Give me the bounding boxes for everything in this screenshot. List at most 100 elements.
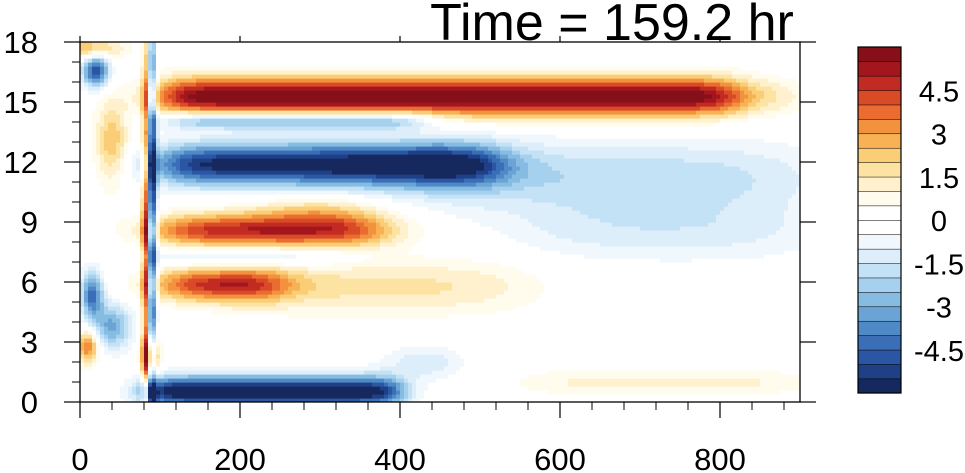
contour-cell (156, 282, 161, 287)
contour-cell (132, 134, 141, 139)
contour-cell (164, 162, 173, 167)
contour-cell (796, 190, 800, 195)
contour-cell (704, 98, 717, 103)
contour-cell (516, 162, 529, 167)
contour-cell (132, 94, 141, 99)
contour-cell (496, 174, 505, 179)
contour-cell (80, 162, 97, 167)
contour-cell (144, 370, 149, 375)
colorbar-swatch (857, 190, 902, 207)
contour-cell (156, 254, 161, 259)
contour-cell (288, 278, 297, 283)
contour-cell (156, 370, 161, 375)
contour-cell (160, 246, 169, 251)
contour-cell (480, 154, 489, 159)
contour-cell (528, 174, 565, 179)
contour-cell (148, 86, 153, 91)
contour-cell (132, 50, 141, 55)
contour-cell (148, 74, 153, 79)
contour-cell (140, 226, 145, 231)
contour-cell (544, 290, 800, 295)
contour-cell (136, 234, 141, 239)
contour-cell (112, 78, 133, 83)
contour-cell (112, 90, 137, 95)
contour-cell (136, 310, 141, 315)
contour-cell (104, 330, 121, 335)
contour-cell (108, 70, 113, 75)
contour-cell (376, 218, 385, 223)
contour-cell (136, 178, 141, 183)
contour-cell (512, 142, 545, 147)
contour-cell (80, 306, 85, 311)
contour-cell (156, 102, 161, 107)
contour-cell (116, 190, 141, 195)
contour-cell (400, 210, 445, 215)
contour-cell (104, 54, 113, 59)
contour-cell (108, 150, 117, 155)
contour-cell (104, 346, 109, 351)
contour-cell (492, 170, 501, 175)
contour-cell (204, 150, 321, 155)
contour-cell (88, 274, 97, 279)
contour-cell (140, 262, 145, 267)
contour-cell (80, 262, 85, 267)
contour-cell (92, 142, 97, 147)
contour-cell (80, 370, 141, 375)
contour-cell (784, 218, 800, 223)
colorbar-swatch (857, 90, 902, 106)
contour-cell (160, 98, 165, 103)
contour-cell (144, 170, 149, 175)
contour-cell (156, 182, 161, 187)
contour-cell (180, 166, 193, 171)
contour-cell (424, 122, 433, 127)
contour-cell (108, 338, 117, 343)
contour-cell (728, 94, 737, 99)
contour-cell (732, 98, 741, 103)
contour-cell (144, 282, 149, 287)
contour-cell (124, 110, 141, 115)
contour-cell (108, 78, 113, 83)
contour-cell (132, 322, 137, 327)
contour-cell (88, 78, 93, 83)
contour-cell (140, 70, 145, 75)
contour-cell (96, 302, 101, 307)
contour-cell (80, 326, 93, 331)
contour-cell (132, 114, 141, 119)
contour-cell (132, 174, 141, 179)
contour-cell (156, 74, 161, 79)
contour-cell (140, 118, 145, 123)
contour-cell (132, 346, 141, 351)
contour-cell (424, 190, 501, 195)
contour-cell (104, 154, 121, 159)
x-tick-label: 800 (694, 442, 746, 473)
contour-cell (180, 82, 197, 87)
contour-cell (136, 282, 141, 287)
colorbar-swatch (857, 320, 902, 336)
contour-cell (160, 266, 165, 271)
contour-cell (88, 270, 97, 275)
contour-cell (392, 378, 397, 383)
contour-cell (388, 398, 393, 402)
contour-cell (152, 314, 157, 319)
contour-cell (732, 86, 741, 91)
contour-cell (156, 114, 161, 119)
contour-cell (660, 258, 693, 263)
contour-cell (148, 62, 153, 67)
contour-cell (756, 94, 765, 99)
contour-cell (132, 306, 141, 311)
contour-cell (428, 206, 485, 211)
contour-cell (268, 278, 281, 283)
contour-cell (208, 230, 261, 235)
contour-cell (132, 334, 137, 339)
contour-cell (508, 158, 517, 163)
contour-cell (104, 278, 129, 283)
contour-cell (148, 382, 153, 387)
contour-cell (408, 250, 561, 255)
contour-cell (84, 74, 89, 79)
contour-cell (148, 326, 153, 331)
contour-cell (416, 146, 449, 151)
contour-cell (312, 278, 437, 283)
contour-cell (132, 386, 137, 391)
contour-cell (732, 74, 753, 79)
contour-cell (124, 138, 129, 143)
